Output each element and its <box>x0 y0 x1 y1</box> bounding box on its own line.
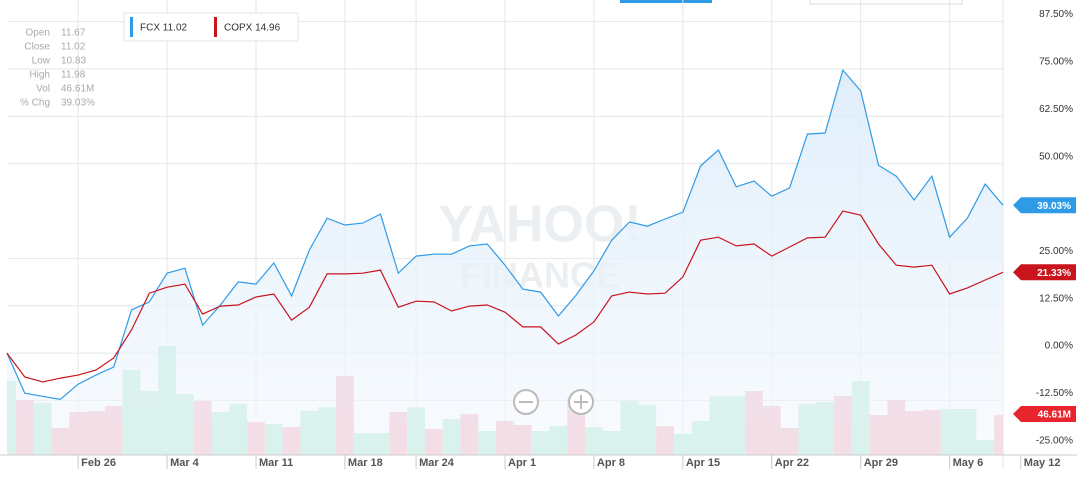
end-flag-label: 39.03% <box>1037 201 1071 212</box>
info-value: 39.03% <box>61 98 95 109</box>
legend-swatch <box>130 17 133 37</box>
x-tick-label: Apr 22 <box>775 457 809 469</box>
y-tick-label: 62.50% <box>1039 104 1073 115</box>
x-tick-label: Apr 29 <box>864 457 898 469</box>
info-panel: Open 11.67 Close 11.02 Low 10.83 High 11.98 Vol 4… <box>20 28 95 109</box>
legend-label: COPX 14.96 <box>224 23 281 34</box>
zoom-out[interactable] <box>513 389 539 415</box>
legend-label: FCX 11.02 <box>140 23 187 34</box>
info-value: 46.61M <box>61 84 94 95</box>
x-tick-label: Apr 1 <box>508 457 536 469</box>
top-controls <box>809 0 963 5</box>
y-tick-label: 0.00% <box>1045 341 1073 352</box>
info-value: 11.67 <box>61 28 86 39</box>
lines <box>6 68 1004 455</box>
x-tick-label: Apr 15 <box>686 457 720 469</box>
x-tick-label: Mar 4 <box>170 457 200 469</box>
info-label: Close <box>24 42 50 53</box>
y-tick-label: -12.50% <box>1036 388 1073 399</box>
x-tick-label: Mar 24 <box>419 457 455 469</box>
x-tick-label: Mar 11 <box>259 457 293 469</box>
y-tick-label: 87.50% <box>1039 9 1073 20</box>
series-line <box>6 68 1004 400</box>
legend: FCX 11.02 COPX 14.96 <box>123 12 299 42</box>
y-tick-label: 25.00% <box>1039 246 1073 257</box>
series-line <box>6 210 1004 383</box>
x-tick-label: Feb 26 <box>81 457 116 469</box>
info-label: Low <box>32 56 51 67</box>
info-value: 10.83 <box>61 56 86 67</box>
tab-indicator <box>620 0 712 3</box>
info-value: 11.98 <box>61 70 86 81</box>
info-value: 11.02 <box>61 42 86 53</box>
end-flag <box>1013 197 1076 214</box>
legend-swatch <box>214 17 217 37</box>
y-tick-label: 50.00% <box>1039 151 1073 162</box>
legend-box <box>123 12 299 42</box>
area <box>7 70 1003 455</box>
info-label: High <box>29 70 50 81</box>
end-flag-label: 21.33% <box>1037 268 1071 279</box>
info-label: % Chg <box>20 98 50 109</box>
volume-flag-label: 46.61M <box>1038 410 1071 421</box>
x-tick-label: Mar 18 <box>348 457 383 469</box>
x-tick-label: Apr 8 <box>597 457 625 469</box>
y-tick-label: -25.00% <box>1036 435 1073 446</box>
volume-flag <box>1013 406 1076 422</box>
watermark: YAHOO! <box>438 196 641 254</box>
info-label: Vol <box>36 84 50 95</box>
y-tick-label: 75.00% <box>1039 57 1073 68</box>
end-flag <box>1013 264 1076 281</box>
y-tick-label: 12.50% <box>1039 293 1073 304</box>
zoom-in[interactable] <box>568 389 594 415</box>
x-tick-label: May 6 <box>953 457 984 469</box>
x-tick-label: May 12 <box>1024 457 1061 469</box>
info-label: Open <box>26 28 50 39</box>
axis: 87.50% 75.00% 62.50% 50.00% 25.00% 12.50% 0.00… <box>0 9 1077 469</box>
